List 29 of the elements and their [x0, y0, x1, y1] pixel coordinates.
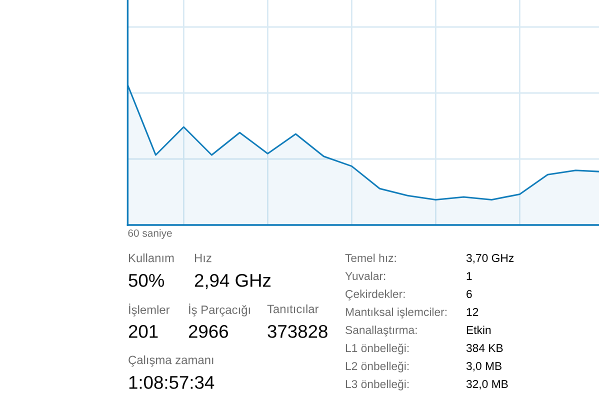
text: 6: [466, 290, 472, 298]
text: Mantıksal işlemciler:: [346, 308, 446, 318]
text: L1 önbelleği:: [346, 344, 409, 354]
text: Çekirdekler:: [346, 290, 405, 300]
text: Çalışma zamanı: [128, 355, 214, 367]
text: 32,0 MB: [466, 380, 508, 390]
text: 1:08:57:34: [129, 376, 214, 389]
text: Sanallaştırma:: [346, 326, 417, 336]
text: 1: [466, 272, 472, 280]
text: Tanıtıcılar: [267, 304, 319, 314]
text: Etkin: [466, 326, 491, 334]
x-axis-title: 60 saniye: [128, 229, 172, 239]
text: İşlemler: [129, 304, 170, 316]
text: 50%: [128, 274, 164, 287]
text: 201: [128, 324, 158, 338]
text: L3 önbelleği:: [346, 380, 409, 390]
text: Kullanım: [128, 253, 174, 262]
text: 3,0 MB: [466, 362, 502, 372]
text: İş Parçacığı: [189, 304, 250, 316]
text: 2966: [188, 324, 228, 338]
text: Yuvalar:: [345, 272, 386, 280]
text: 12: [466, 308, 478, 316]
text: Temel hız:: [345, 254, 396, 262]
text: L2 önbelleği:: [346, 362, 409, 372]
text: 2,94 GHz: [194, 274, 271, 290]
text: Hız: [194, 254, 212, 262]
text: 373828: [268, 324, 328, 338]
text: 384 KB: [466, 344, 503, 352]
text: 3,70 GHz: [466, 254, 514, 264]
